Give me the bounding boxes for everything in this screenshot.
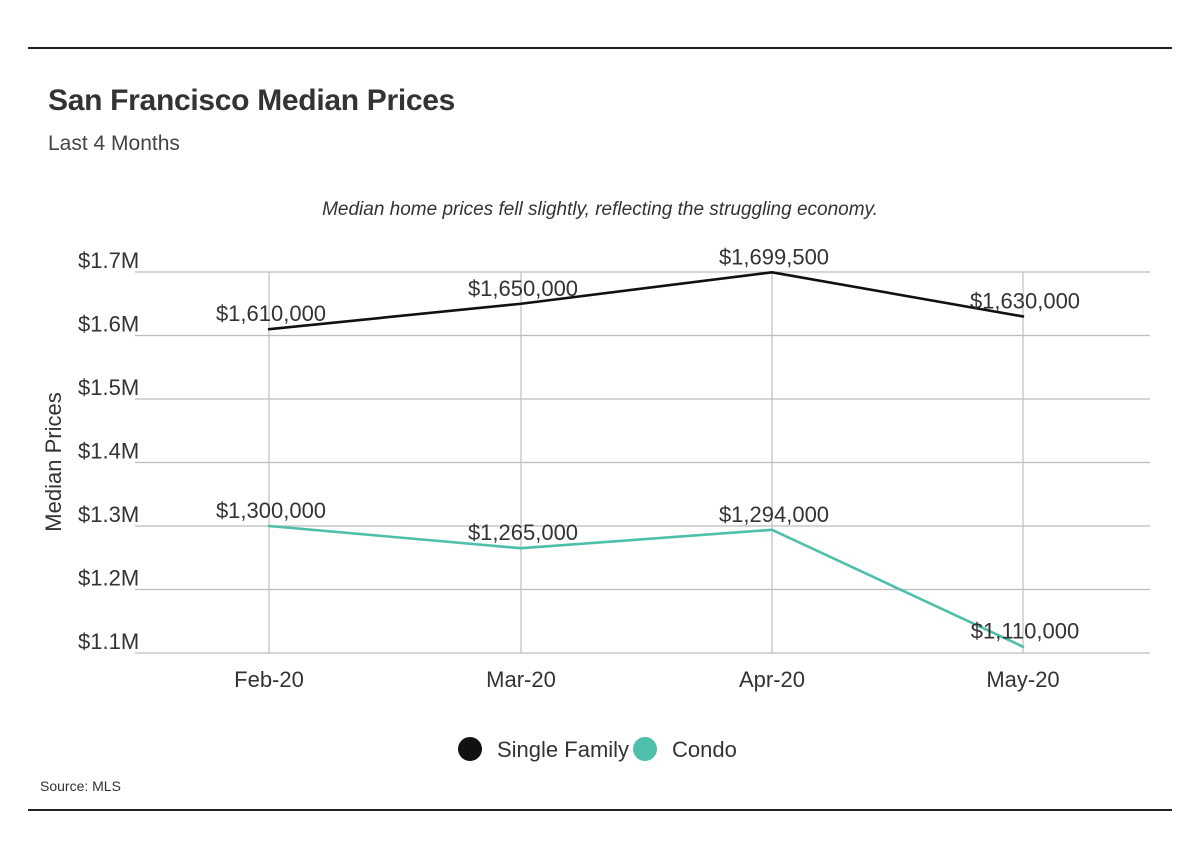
chart-annotation: Median home prices fell slightly, reflec…	[322, 199, 878, 220]
x-tick-label: Apr-20	[739, 667, 805, 692]
chart-title: San Francisco Median Prices	[48, 84, 456, 117]
x-tick-label: Mar-20	[486, 667, 556, 692]
data-label: $1,630,000	[970, 288, 1080, 313]
series-line-condo	[267, 524, 1025, 648]
y-tick-label: $1.4M	[78, 439, 139, 464]
y-tick-label: $1.6M	[78, 312, 139, 337]
data-label: $1,265,000	[468, 520, 578, 545]
x-tick-label: May-20	[986, 667, 1059, 692]
data-label: $1,110,000	[971, 619, 1079, 644]
x-tick-label: Feb-20	[234, 667, 304, 692]
data-label: $1,294,000	[719, 502, 829, 527]
y-tick-label: $1.3M	[78, 502, 139, 527]
legend-label: Condo	[672, 737, 737, 762]
y-tick-label: $1.1M	[78, 629, 139, 654]
series-line-single-family	[267, 271, 1025, 331]
y-tick-label: $1.7M	[78, 248, 139, 273]
source-note: Source: MLS	[40, 778, 121, 794]
top-rule	[28, 47, 1172, 49]
chart-subtitle: Last 4 Months	[48, 132, 180, 155]
data-label: $1,699,500	[719, 244, 829, 269]
data-label: $1,610,000	[216, 301, 326, 326]
data-label: $1,300,000	[216, 498, 326, 523]
legend-swatch	[458, 737, 482, 761]
data-label: $1,650,000	[468, 276, 578, 301]
y-axis-label: Median Prices	[41, 392, 66, 531]
legend-swatch	[633, 737, 657, 761]
y-tick-label: $1.5M	[78, 375, 139, 400]
bottom-rule	[28, 809, 1172, 811]
y-tick-label: $1.2M	[78, 566, 139, 591]
legend-label: Single Family	[497, 737, 629, 762]
